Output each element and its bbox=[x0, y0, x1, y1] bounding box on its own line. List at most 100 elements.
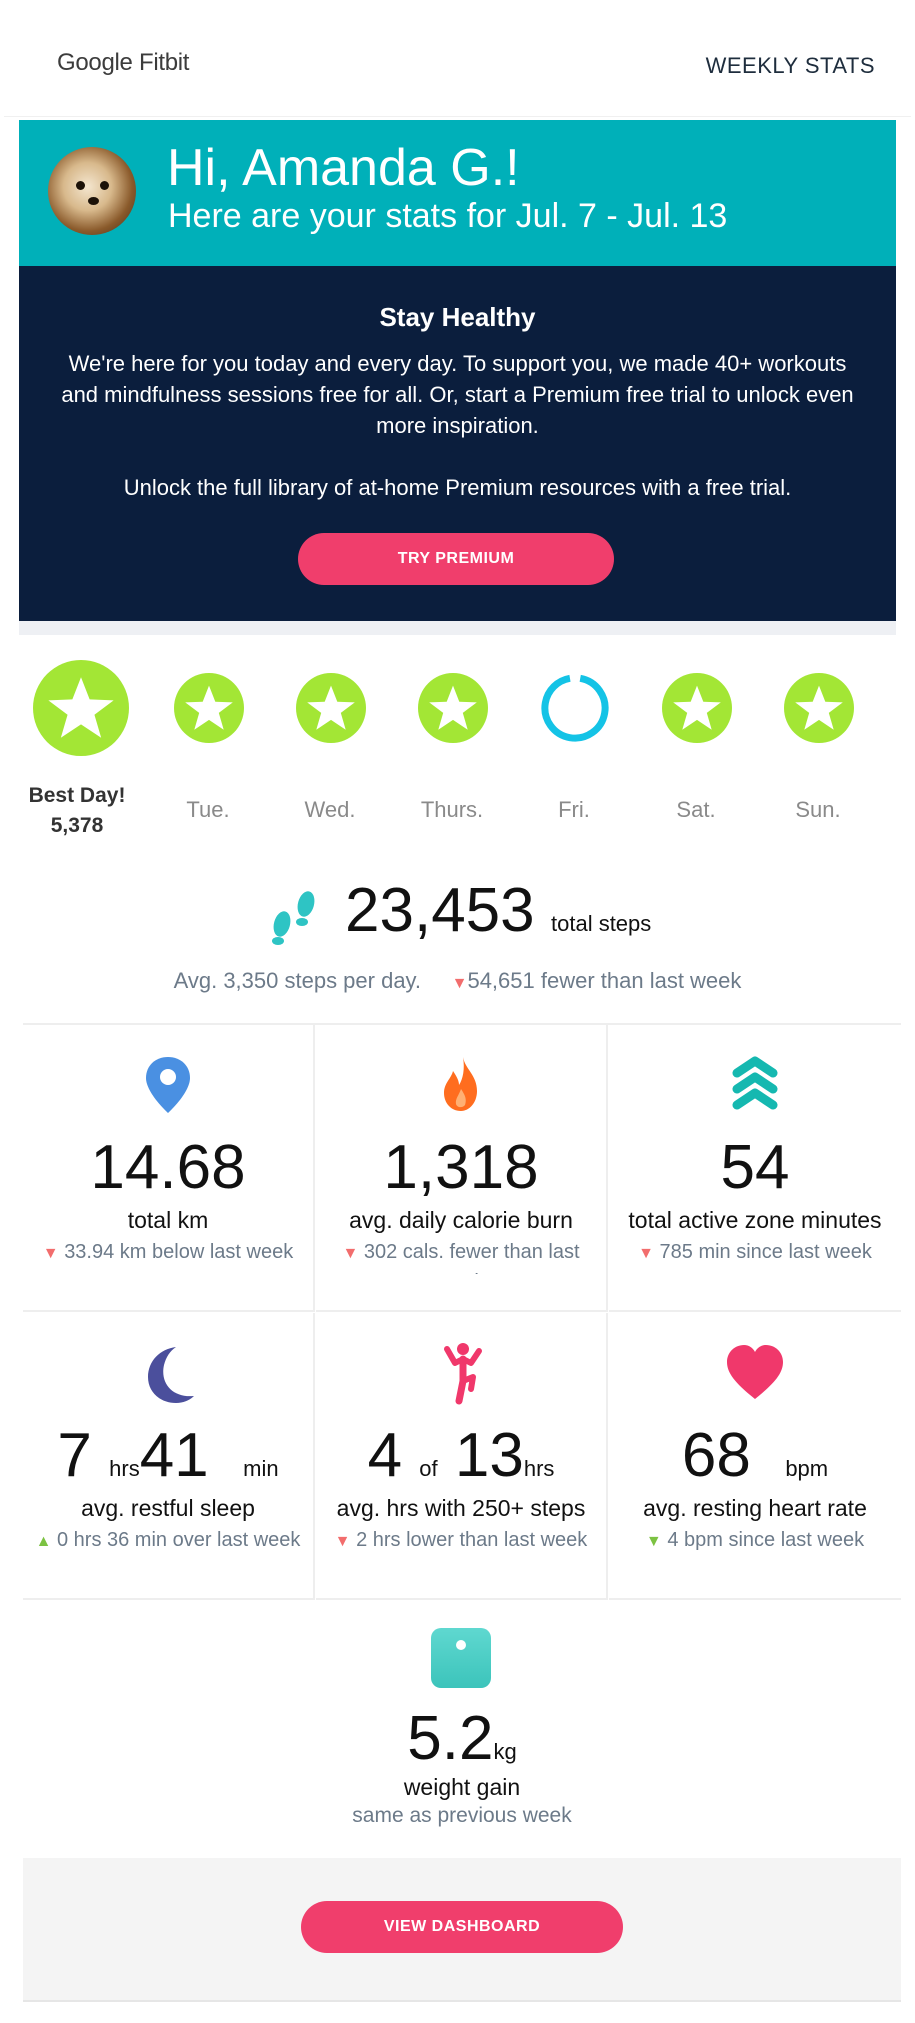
up-arrow-icon: ▲ bbox=[35, 1533, 52, 1550]
flame-icon bbox=[429, 1053, 493, 1117]
stat-label: total active zone minutes bbox=[628, 1207, 882, 1233]
day-best[interactable]: Best Day! 5,378 bbox=[17, 636, 137, 868]
weight-number: 5.2 bbox=[407, 1704, 494, 1773]
day-label: Sun. bbox=[795, 797, 841, 822]
stat-distance[interactable]: 14.68 total km ▼ 33.94 km below last wee… bbox=[23, 1025, 315, 1312]
sleep-minutes-unit: min bbox=[243, 1456, 279, 1481]
sleep-hours-unit: hrs bbox=[109, 1456, 140, 1481]
stat-change: ▲ 0 hrs 36 min over last week bbox=[31, 1526, 305, 1586]
view-dashboard-button[interactable]: VIEW DASHBOARD bbox=[301, 1901, 623, 1953]
stat-change-text: 785 min since last week bbox=[659, 1241, 872, 1263]
total-steps-unit: total steps bbox=[551, 911, 652, 936]
week-goals-row: Best Day! 5,378 Tue. Wed. Thurs. bbox=[4, 636, 911, 868]
day-label: Wed. bbox=[304, 797, 356, 822]
star-goal-icon bbox=[174, 673, 244, 743]
best-day-value: 5,378 bbox=[50, 814, 104, 837]
day-label: Thurs. bbox=[420, 797, 484, 822]
avatar-eye bbox=[100, 181, 109, 190]
fitbit-logo[interactable]: Google Fitbit bbox=[57, 49, 190, 76]
progress-ring-icon bbox=[540, 673, 610, 743]
stat-active-zone[interactable]: 54 total active zone minutes ▼ 785 min s… bbox=[609, 1025, 901, 1312]
stat-value: 54 bbox=[720, 1133, 790, 1202]
total-steps-value: 23,453 bbox=[345, 876, 535, 945]
day-fri[interactable]: Fri. bbox=[514, 636, 634, 868]
stat-value: 68 bpm bbox=[609, 1425, 901, 1487]
stat-change-text: 4 bpm since last week bbox=[667, 1529, 865, 1551]
steps-detail: Avg. 3,350 steps per day. ▼54,651 fewer … bbox=[4, 968, 911, 994]
active-hours: 4 bbox=[367, 1421, 403, 1490]
stat-calories[interactable]: 1,318 avg. daily calorie burn ▼ 302 cals… bbox=[316, 1025, 608, 1312]
scale-icon bbox=[431, 1628, 491, 1688]
location-pin-icon bbox=[136, 1053, 200, 1117]
down-arrow-icon: ▼ bbox=[638, 1245, 654, 1262]
avatar-nose bbox=[88, 197, 99, 205]
day-thurs[interactable]: Thurs. bbox=[392, 636, 512, 868]
active-zone-icon bbox=[723, 1053, 787, 1117]
footer-area: VIEW DASHBOARD bbox=[23, 1858, 901, 2000]
star-goal-icon bbox=[33, 660, 129, 756]
stat-hourly-steps[interactable]: 4 of 13hrs avg. hrs with 250+ steps ▼ 2 … bbox=[316, 1313, 608, 1600]
stat-change: ▼ 302 cals. fewer than last week bbox=[324, 1238, 598, 1274]
sleep-minutes: 41 bbox=[139, 1421, 209, 1490]
stat-heart-rate[interactable]: 68 bpm avg. resting heart rate ▼ 4 bpm s… bbox=[609, 1313, 901, 1600]
divider bbox=[19, 621, 896, 635]
premium-promo: Stay Healthy We're here for you today an… bbox=[19, 266, 896, 621]
greeting-title: Hi, Amanda G.! bbox=[167, 139, 520, 197]
promo-title: Stay Healthy bbox=[379, 302, 536, 332]
heart-rate-unit: bpm bbox=[785, 1456, 829, 1481]
best-day-title: Best Day! bbox=[28, 784, 126, 807]
day-tue[interactable]: Tue. bbox=[148, 636, 268, 868]
stat-value: 7 hrs41 min bbox=[23, 1425, 313, 1487]
stat-value: 1,318 bbox=[383, 1133, 539, 1202]
divider bbox=[23, 2000, 901, 2002]
stat-change: ▼ 2 hrs lower than last week bbox=[324, 1526, 598, 1562]
day-wed[interactable]: Wed. bbox=[270, 636, 390, 868]
heart-rate-value: 68 bbox=[681, 1421, 751, 1490]
stat-change-text: 2 hrs lower than last week bbox=[356, 1529, 588, 1551]
down-arrow-icon: ▼ bbox=[451, 975, 468, 992]
stat-change-text: 302 cals. fewer than last week bbox=[363, 1241, 580, 1274]
star-goal-icon bbox=[296, 673, 366, 743]
stat-change: ▼ 33.94 km below last week bbox=[31, 1238, 305, 1274]
down-arrow-icon: ▼ bbox=[645, 1533, 662, 1550]
email-header: Google Fitbit WEEKLY STATS bbox=[4, 4, 911, 117]
stat-change: ▼ 4 bpm since last week bbox=[617, 1526, 893, 1562]
try-premium-button[interactable]: TRY PREMIUM bbox=[298, 533, 614, 585]
total-hours: 13 bbox=[454, 1421, 524, 1490]
weight-unit: kg bbox=[493, 1739, 517, 1764]
star-goal-icon bbox=[662, 673, 732, 743]
star-goal-icon bbox=[784, 673, 854, 743]
star-goal-icon bbox=[418, 673, 488, 743]
weight-label: weight gain bbox=[403, 1774, 521, 1800]
of-text: of bbox=[419, 1456, 438, 1481]
stat-value: 4 of 13hrs bbox=[316, 1425, 606, 1487]
heart-icon bbox=[723, 1341, 787, 1405]
stat-label: avg. restful sleep bbox=[81, 1495, 255, 1521]
stat-weight[interactable]: 5.2kg weight gain same as previous week bbox=[23, 1598, 901, 1858]
weight-change: same as previous week bbox=[352, 1804, 572, 1827]
down-arrow-icon: ▼ bbox=[342, 1245, 359, 1262]
moon-icon bbox=[136, 1341, 200, 1405]
day-label: Sat. bbox=[676, 797, 716, 822]
promo-body-secondary: Unlock the full library of at-home Premi… bbox=[123, 475, 792, 500]
stat-label: total km bbox=[127, 1207, 209, 1233]
stat-label: avg. hrs with 250+ steps bbox=[336, 1495, 586, 1521]
down-arrow-icon: ▼ bbox=[42, 1245, 59, 1262]
steps-change: 54,651 fewer than last week bbox=[467, 968, 742, 993]
day-sat[interactable]: Sat. bbox=[636, 636, 756, 868]
stat-value: 14.68 bbox=[90, 1133, 246, 1202]
sleep-hours: 7 bbox=[57, 1421, 92, 1490]
avatar bbox=[48, 147, 136, 235]
hours-unit: hrs bbox=[523, 1456, 555, 1481]
stat-change-text: 33.94 km below last week bbox=[64, 1241, 294, 1263]
stat-sleep[interactable]: 7 hrs41 min avg. restful sleep ▲ 0 hrs 3… bbox=[23, 1313, 315, 1600]
avatar-eye bbox=[76, 181, 85, 190]
day-sun[interactable]: Sun. bbox=[758, 636, 878, 868]
weekly-stats-link[interactable]: WEEKLY STATS bbox=[705, 53, 875, 78]
steps-summary: 23,453 total steps Avg. 3,350 steps per … bbox=[4, 868, 911, 1023]
best-day-label: Best Day! 5,378 bbox=[17, 781, 137, 841]
stats-grid: 14.68 total km ▼ 33.94 km below last wee… bbox=[23, 1023, 901, 1600]
person-active-icon bbox=[429, 1341, 493, 1405]
greeting-banner: Hi, Amanda G.! Here are your stats for J… bbox=[19, 120, 896, 266]
